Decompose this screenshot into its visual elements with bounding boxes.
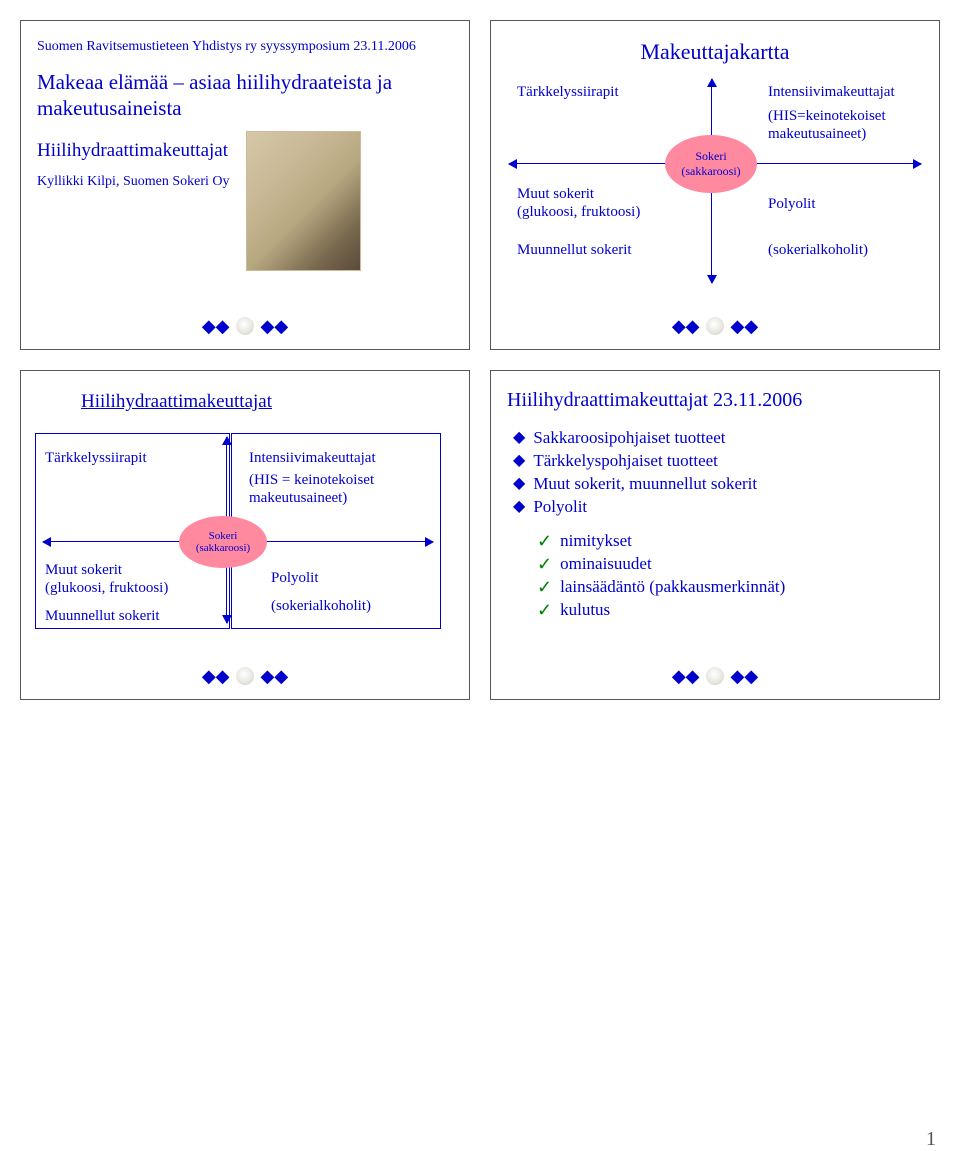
slide4-title: Hiilihydraattimakeuttajat 23.11.2006 xyxy=(507,389,923,412)
painting-image xyxy=(246,131,361,271)
footer-ornament: ◆◆ ◆◆ xyxy=(21,316,469,337)
check-icon: ✓ xyxy=(537,600,552,620)
diamond-bullet-icon: ◆ xyxy=(513,451,525,471)
diamond-bullet-icon: ◆ xyxy=(513,428,525,448)
slide3-title: Hiilihydraattimakeuttajat xyxy=(81,391,272,413)
lbl-left-top: Tärkkelyssiirapit xyxy=(517,83,619,101)
slide2-title: Makeuttajakartta xyxy=(503,39,927,65)
center-oval: Sokeri (sakkaroosi) xyxy=(179,516,267,568)
lbl-left-top: Tärkkelyssiirapit xyxy=(45,449,147,467)
oval-l1: Sokeri xyxy=(695,149,726,164)
check-icon: ✓ xyxy=(537,531,552,551)
check-icon: ✓ xyxy=(537,554,552,574)
page-number: 1 xyxy=(926,1128,936,1151)
lbl-lm1: Muut sokerit xyxy=(517,185,594,203)
diamond-bullet-icon: ◆ xyxy=(513,497,525,517)
lbl-right-top: Intensiivimakeuttajat xyxy=(768,83,895,101)
lbl-rb: (sokerialkoholit) xyxy=(271,597,371,615)
sub-list: ✓ nimitykset ✓ ominaisuudet ✓ lainsäädäntö … xyxy=(537,531,923,620)
lbl-right-sub: (HIS = keinotekoiset makeutusaineet) xyxy=(249,471,429,507)
item: Polyolit xyxy=(533,497,587,517)
footer-ornament: ◆◆ ◆◆ xyxy=(491,316,939,337)
slide-2: Makeuttajakartta Sokeri (sakkaroosi) Tär… xyxy=(490,20,940,350)
slide1-title: Makeaa elämää – asiaa hiilihydraateista … xyxy=(37,69,453,122)
oval-l2: (sakkaroosi) xyxy=(681,164,740,179)
slide-4: Hiilihydraattimakeuttajat 23.11.2006 ◆ Sa… xyxy=(490,370,940,700)
s3-title-rest: makeuttajat xyxy=(183,391,272,412)
footer-ornament: ◆◆ ◆◆ xyxy=(21,666,469,687)
center-oval: Sokeri (sakkaroosi) xyxy=(665,135,757,193)
subitem: ominaisuudet xyxy=(560,554,652,574)
slides-grid: Suomen Ravitsemustieteen Yhdistys ry syy… xyxy=(20,20,940,700)
oval-l2: (sakkaroosi) xyxy=(196,542,250,554)
slide-3: Hiilihydraattimakeuttajat Sokeri (sakkar… xyxy=(20,370,470,700)
lbl-right-sub: (HIS=keinotekoiset makeutusaineet) xyxy=(768,107,928,143)
slide1-subtitle: Hiilihydraattimakeuttajat xyxy=(37,140,453,162)
slide1-author: Kyllikki Kilpi, Suomen Sokeri Oy xyxy=(37,174,453,190)
lbl-rb: (sokerialkoholit) xyxy=(768,241,868,259)
diamond-bullet-icon: ◆ xyxy=(513,474,525,494)
footer-ornament: ◆◆ ◆◆ xyxy=(491,666,939,687)
subitem: lainsäädäntö (pakkausmerkinnät) xyxy=(560,577,785,597)
lbl-lb: Muunnellut sokerit xyxy=(45,607,160,625)
lbl-lm2: (glukoosi, fruktoosi) xyxy=(45,579,168,597)
oval-l1: Sokeri xyxy=(209,530,238,542)
lbl-rm: Polyolit xyxy=(271,569,319,587)
item: Sakkaroosipohjaiset tuotteet xyxy=(533,428,725,448)
check-icon: ✓ xyxy=(537,577,552,597)
item: Tärkkelyspohjaiset tuotteet xyxy=(533,451,718,471)
symposium-header: Suomen Ravitsemustieteen Yhdistys ry syy… xyxy=(37,39,453,55)
slide-1: Suomen Ravitsemustieteen Yhdistys ry syy… xyxy=(20,20,470,350)
lbl-lm2: (glukoosi, fruktoosi) xyxy=(517,203,640,221)
s3-title-u: Hiilihydraatti xyxy=(81,391,183,412)
lbl-rm: Polyolit xyxy=(768,195,816,213)
subitem: nimitykset xyxy=(560,531,632,551)
subitem: kulutus xyxy=(560,600,610,620)
lbl-lm1: Muut sokerit xyxy=(45,561,122,579)
lbl-lb: Muunnellut sokerit xyxy=(517,241,632,259)
main-list: ◆ Sakkaroosipohjaiset tuotteet ◆ Tärkkelys… xyxy=(513,428,923,517)
item: Muut sokerit, muunnellut sokerit xyxy=(533,474,757,494)
lbl-right-top: Intensiivimakeuttajat xyxy=(249,449,376,467)
